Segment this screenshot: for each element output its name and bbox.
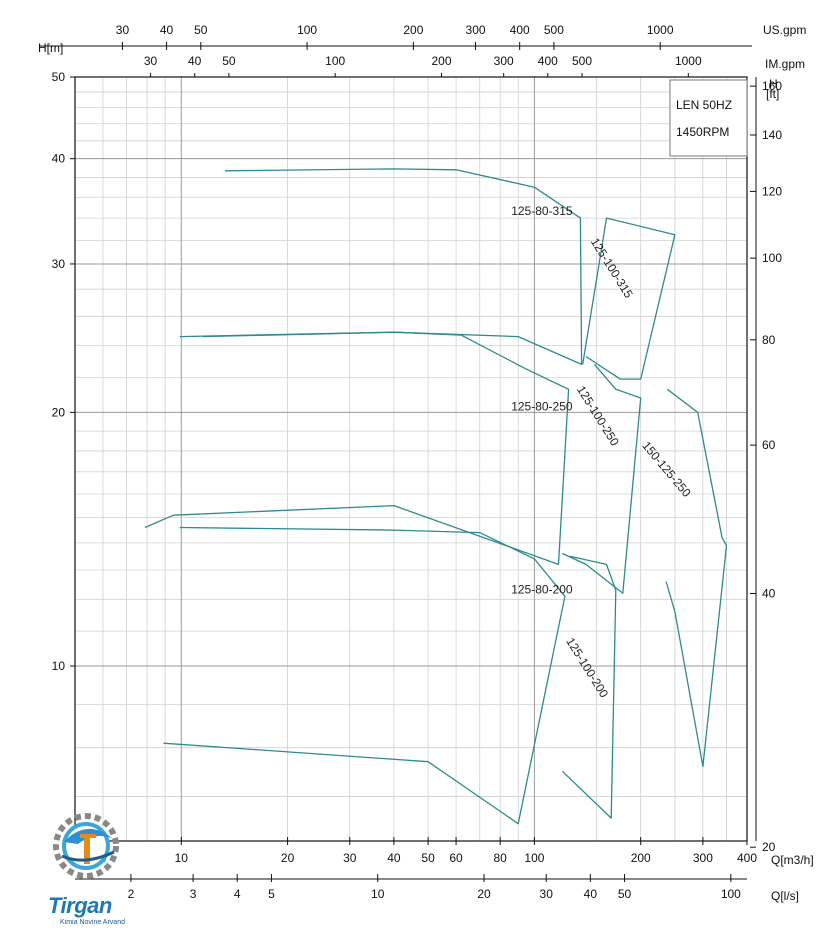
curves <box>144 168 728 825</box>
q-ls-tick-label: 5 <box>268 887 275 901</box>
curve-label: 125-100-200 <box>563 635 611 700</box>
im-gpm-tick-label: 400 <box>538 54 558 68</box>
im-gpm-tick-label: 1000 <box>675 54 702 68</box>
h-ft-tick-label: 120 <box>762 184 782 198</box>
q-ls-tick-label: 50 <box>618 887 632 901</box>
curve-150-125-250 <box>665 388 728 768</box>
h-m-tick-label: 50 <box>52 70 66 84</box>
h-ft-axis-label: H <box>769 77 778 91</box>
q-m3h-tick-label: 10 <box>175 851 189 865</box>
tirgan-logo <box>53 813 119 879</box>
h-m-tick-label: 30 <box>52 257 66 271</box>
q-ls-tick-label: 3 <box>190 887 197 901</box>
h-ft-tick-label: 80 <box>762 333 776 347</box>
h-ft-tick-label: 100 <box>762 251 782 265</box>
im-gpm-tick-label: 40 <box>188 54 202 68</box>
q-ls-tick-label: 10 <box>371 887 385 901</box>
q-m3h-tick-label: 300 <box>693 851 713 865</box>
us-gpm-tick-label: 100 <box>297 23 317 37</box>
h-ft-tick-label: 140 <box>762 128 782 142</box>
q-ls-tick-label: 40 <box>584 887 598 901</box>
us-gpm-tick-label: 300 <box>466 23 486 37</box>
im-gpm-tick-label: 100 <box>325 54 345 68</box>
plot-frame <box>74 76 748 842</box>
q-m3h-tick-label: 200 <box>631 851 651 865</box>
h-m-tick-label: 10 <box>52 659 66 673</box>
minor-grid <box>74 77 748 841</box>
info-line: LEN 50HZ <box>676 98 732 112</box>
h-ft-tick-label: 60 <box>762 438 776 452</box>
q-m3h-axis-label: Q[m3/h] <box>771 853 814 867</box>
info-line: 1450RPM <box>676 125 729 139</box>
us-gpm-axis-label: US.gpm <box>763 23 806 37</box>
im-gpm-tick-label: 500 <box>572 54 592 68</box>
logo-subtitle: Kimia Novine Arvand <box>60 919 125 926</box>
h-ft-tick-label: 20 <box>762 840 776 854</box>
im-gpm-tick-label: 30 <box>144 54 158 68</box>
us-gpm-tick-label: 1000 <box>647 23 674 37</box>
curve-125-100-315 <box>582 217 676 380</box>
curve-125-80-200 <box>163 526 566 825</box>
h-ft-axis-unit: [ft] <box>766 87 779 101</box>
us-gpm-tick-label: 500 <box>544 23 564 37</box>
q-m3h-tick-label: 20 <box>281 851 295 865</box>
q-m3h-tick-label: 50 <box>421 851 435 865</box>
q-ls-tick-label: 100 <box>721 887 741 901</box>
us-gpm-tick-label: 30 <box>116 23 130 37</box>
curve-label: 125-100-250 <box>574 383 622 448</box>
q-ls-tick-label: 30 <box>540 887 554 901</box>
us-gpm-tick-label: 50 <box>194 23 208 37</box>
info-box: LEN 50HZ 1450RPM <box>669 79 748 157</box>
us-gpm-tick-label: 400 <box>510 23 530 37</box>
axis-ticks: 6102030405060801002003004002345102030405… <box>40 23 782 901</box>
curve-125-100-200 <box>561 555 617 819</box>
h-m-tick-label: 20 <box>52 405 66 419</box>
q-m3h-tick-label: 80 <box>494 851 508 865</box>
axis-labels: H[m] H[ft] US.gpm IM.gpm Q[m3/h] Q[l/s] <box>38 23 814 903</box>
h-ft-tick-label: 40 <box>762 587 776 601</box>
us-gpm-tick-label: 200 <box>403 23 423 37</box>
curve-label: 125-80-250 <box>511 400 573 414</box>
q-ls-tick-label: 4 <box>234 887 241 901</box>
curve-label: 125-80-200 <box>511 582 573 596</box>
h-ft-tick-label: 160 <box>762 79 782 93</box>
curve-label: 150-125-250 <box>639 439 694 500</box>
curve-label: 125-80-315 <box>511 204 573 218</box>
q-m3h-tick-label: 40 <box>387 851 401 865</box>
curve-125-80-250 <box>144 331 570 566</box>
q-ls-axis-label: Q[l/s] <box>771 889 799 903</box>
im-gpm-tick-label: 50 <box>222 54 236 68</box>
q-m3h-tick-label: 60 <box>449 851 463 865</box>
logo-wordmark: Tirgan <box>48 893 112 918</box>
im-gpm-tick-label: 300 <box>494 54 514 68</box>
q-m3h-tick-label: 100 <box>524 851 544 865</box>
q-m3h-tick-label: 30 <box>343 851 357 865</box>
q-m3h-tick-label: 400 <box>737 851 757 865</box>
im-gpm-axis-label: IM.gpm <box>765 57 805 71</box>
im-gpm-tick-label: 200 <box>431 54 451 68</box>
h-m-axis-label: H[m] <box>38 41 63 55</box>
q-ls-tick-label: 2 <box>128 887 135 901</box>
curve-125-100-250 <box>562 363 642 594</box>
major-grid <box>75 77 747 841</box>
us-gpm-tick-label: 40 <box>160 23 174 37</box>
q-ls-tick-label: 20 <box>477 887 491 901</box>
info-box-frame <box>669 79 748 157</box>
h-m-tick-label: 40 <box>52 152 66 166</box>
